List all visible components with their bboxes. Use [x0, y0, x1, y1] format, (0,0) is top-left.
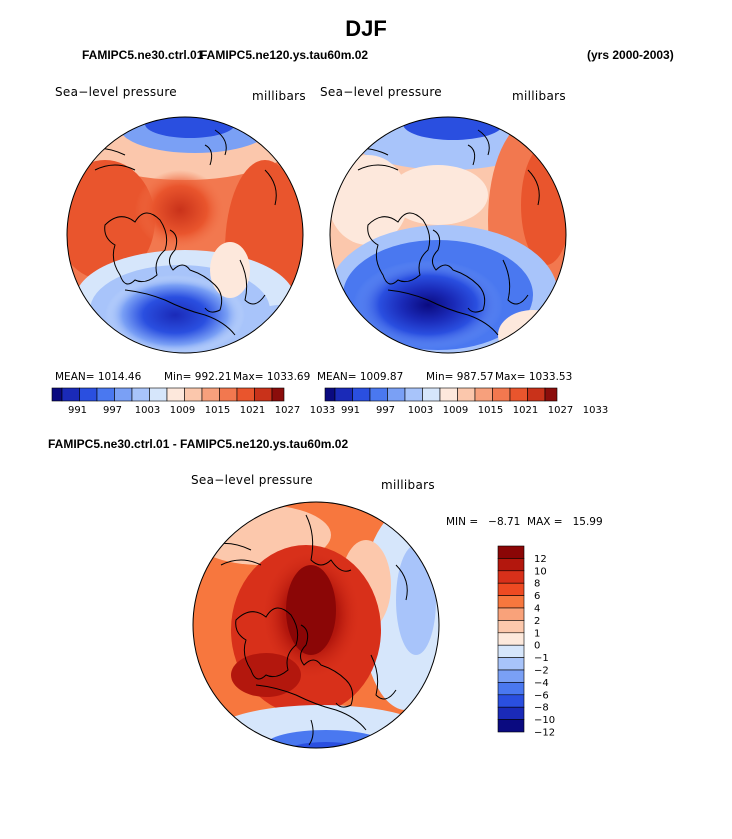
- diff-colorbar-swatch: [497, 632, 525, 646]
- right-colorbar-tick-label: 1003: [408, 405, 433, 416]
- diff-colorbar-swatch: [497, 570, 525, 584]
- right-colorbar-tick-label: 1009: [443, 405, 468, 416]
- left-colorbar-tick-label: 991: [68, 405, 87, 416]
- right-min: Min= 987.57: [426, 371, 494, 383]
- right-colorbar-swatch: [324, 387, 336, 402]
- left-field-label: Sea−level pressure: [55, 85, 177, 99]
- right-colorbar-tick-label: 991: [341, 405, 360, 416]
- left-colorbar-swatch: [166, 387, 185, 402]
- case-b-label: FAMIPC5.ne120.ys.tau60m.02: [200, 48, 369, 62]
- left-colorbar-tick-label: 1009: [170, 405, 195, 416]
- diff-colorbar-tick-label: −1: [534, 653, 549, 664]
- left-units-label: millibars: [252, 89, 306, 103]
- diff-title: FAMIPC5.ne30.ctrl.01 - FAMIPC5.ne120.ys.…: [48, 437, 349, 451]
- diff-colorbar-tick-label: 0: [534, 641, 540, 652]
- right-colorbar-swatch: [492, 387, 511, 402]
- page-title: DJF: [345, 16, 387, 41]
- left-colorbar-tick-label: 997: [103, 405, 122, 416]
- right-colorbar-swatch: [457, 387, 476, 402]
- left-colorbar-swatch: [236, 387, 255, 402]
- left-colorbar-swatch: [131, 387, 150, 402]
- diff-colorbar-swatch: [497, 682, 525, 696]
- left-colorbar-swatch: [96, 387, 115, 402]
- diff-colorbar-tick-label: −4: [534, 678, 549, 689]
- left-colorbar: 991 997 1003 1009 1015 1021 1027 1033: [51, 387, 335, 416]
- left-colorbar-swatch: [79, 387, 98, 402]
- right-colorbar-tick-label: 1033: [583, 405, 608, 416]
- diff-minmax: MIN = −8.71 MAX = 15.99: [446, 516, 603, 528]
- right-polar-map: [329, 116, 567, 354]
- left-colorbar-swatch: [201, 387, 220, 402]
- diff-colorbar-tick-label: −10: [534, 715, 555, 726]
- diff-colorbar-swatch: [497, 644, 525, 658]
- right-colorbar-swatch: [352, 387, 371, 402]
- right-max: Max= 1033.53: [495, 371, 573, 383]
- right-colorbar-swatch: [387, 387, 406, 402]
- right-colorbar-tick-label: 1015: [478, 405, 503, 416]
- right-field-label: Sea−level pressure: [320, 85, 442, 99]
- diff-colorbar-swatch: [497, 657, 525, 671]
- diff-colorbar-tick-label: 1: [534, 628, 540, 639]
- left-max: Max= 1033.69: [233, 371, 311, 383]
- left-colorbar-swatch: [219, 387, 238, 402]
- right-units-label: millibars: [512, 89, 566, 103]
- years-label: (yrs 2000-2003): [587, 48, 674, 62]
- left-min: Min= 992.21: [164, 371, 232, 383]
- diff-colorbar-tick-label: 2: [534, 616, 540, 627]
- left-colorbar-tick-label: 1033: [310, 405, 335, 416]
- case-a-label: FAMIPC5.ne30.ctrl.01: [82, 48, 204, 62]
- diff-colorbar-swatch: [497, 719, 525, 733]
- left-colorbar-tick-label: 1021: [240, 405, 265, 416]
- left-mean: MEAN= 1014.46: [55, 371, 142, 383]
- right-mean: MEAN= 1009.87: [317, 371, 404, 383]
- right-colorbar-swatch: [439, 387, 458, 402]
- left-colorbar-swatch: [51, 387, 63, 402]
- left-colorbar-tick-label: 1027: [275, 405, 300, 416]
- left-colorbar-tick-label: 1015: [205, 405, 230, 416]
- right-colorbar-swatch: [509, 387, 528, 402]
- left-colorbar-swatch: [184, 387, 203, 402]
- diff-colorbar-swatch: [497, 620, 525, 634]
- diff-colorbar-tick-label: −6: [534, 690, 549, 701]
- diff-colorbar-swatch: [497, 706, 525, 720]
- right-colorbar-tick-label: 1027: [548, 405, 573, 416]
- right-colorbar-swatch: [404, 387, 423, 402]
- diff-colorbar-swatch: [497, 558, 525, 572]
- left-colorbar-swatch: [271, 387, 285, 402]
- diff-colorbar-swatch: [497, 694, 525, 708]
- right-colorbar-swatch: [544, 387, 558, 402]
- left-colorbar-swatch: [149, 387, 168, 402]
- diff-colorbar-tick-label: −12: [534, 728, 555, 739]
- left-colorbar-swatch: [61, 387, 80, 402]
- right-colorbar-swatch: [474, 387, 493, 402]
- right-colorbar-swatch: [369, 387, 388, 402]
- diff-colorbar-tick-label: 4: [534, 604, 540, 615]
- right-colorbar-tick-label: 997: [376, 405, 395, 416]
- left-colorbar-swatch: [114, 387, 133, 402]
- diff-colorbar-swatch: [497, 595, 525, 609]
- left-polar-map: [66, 116, 304, 354]
- diff-colorbar-tick-label: 10: [534, 566, 547, 577]
- diff-units-label: millibars: [381, 478, 435, 492]
- diff-colorbar-tick-label: 6: [534, 591, 540, 602]
- right-colorbar-swatch: [334, 387, 353, 402]
- diff-colorbar-tick-label: −8: [534, 703, 549, 714]
- right-colorbar-tick-label: 1021: [513, 405, 538, 416]
- right-colorbar-swatch: [527, 387, 546, 402]
- diff-field-label: Sea−level pressure: [191, 473, 313, 487]
- diff-colorbar-tick-label: −2: [534, 666, 549, 677]
- diff-colorbar-swatch: [497, 582, 525, 596]
- right-colorbar: 991 997 1003 1009 1015 1021 1027 1033: [324, 387, 608, 416]
- diff-colorbar-tick-label: 12: [534, 554, 547, 565]
- diff-colorbar-tick-label: 8: [534, 579, 540, 590]
- diff-polar-map: [192, 501, 440, 749]
- diff-colorbar-swatch: [497, 669, 525, 683]
- left-colorbar-tick-label: 1003: [135, 405, 160, 416]
- left-colorbar-swatch: [254, 387, 273, 402]
- diff-colorbar-swatch: [497, 545, 525, 559]
- right-colorbar-swatch: [422, 387, 441, 402]
- diff-colorbar-swatch: [497, 607, 525, 621]
